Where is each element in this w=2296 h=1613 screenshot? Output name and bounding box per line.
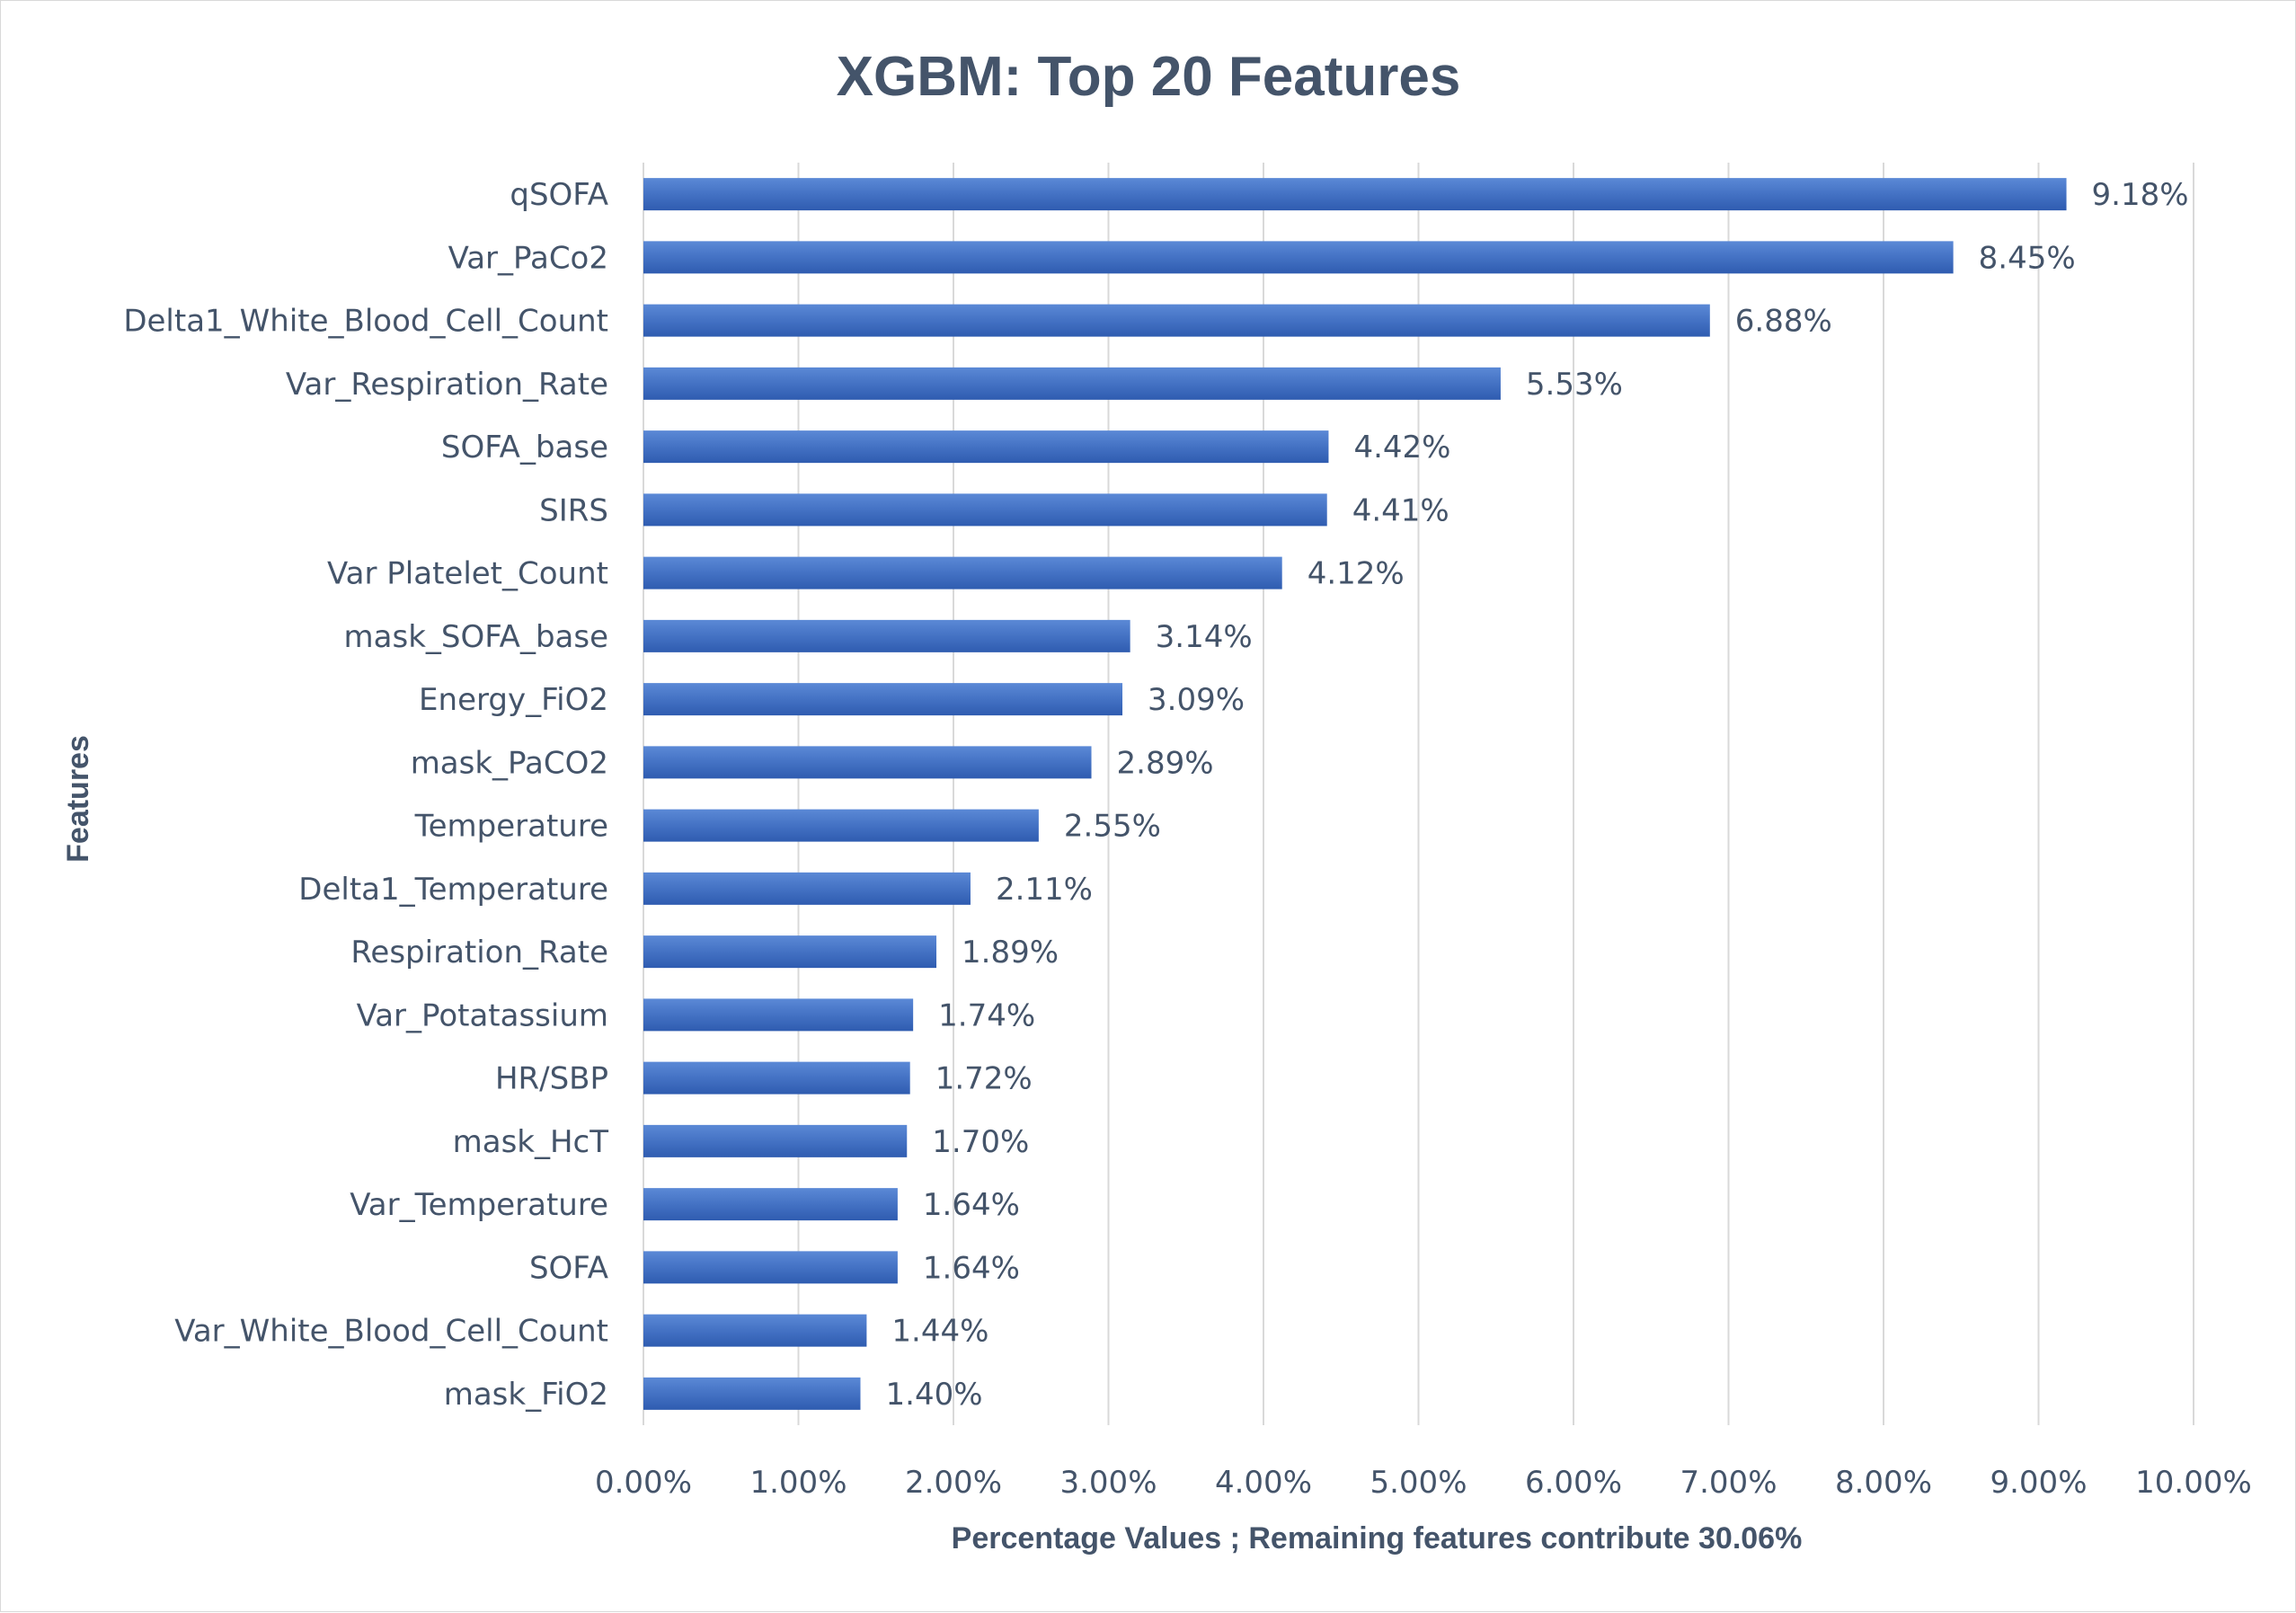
bar bbox=[643, 430, 1329, 464]
category-label: mask_FiO2 bbox=[444, 1377, 608, 1413]
bar bbox=[643, 367, 1501, 400]
data-label: 6.88% bbox=[1735, 304, 1832, 340]
data-label: 2.55% bbox=[1064, 809, 1161, 845]
x-tick-labels: 0.00% 1.00% 2.00% 3.00% 4.00% 5.00% 6.00% 7.00%… bbox=[595, 1465, 2252, 1501]
category-labels: qSOFA Var_PaCo2 Delta1_White_Blood_Cell_Co… bbox=[123, 177, 608, 1413]
x-tick-label: 10.00% bbox=[2135, 1465, 2252, 1501]
bar bbox=[643, 809, 1039, 842]
category-label: mask_SOFA_base bbox=[344, 619, 608, 655]
x-tick-label: 3.00% bbox=[1059, 1465, 1157, 1501]
bar bbox=[643, 1061, 910, 1095]
x-tick-label: 4.00% bbox=[1215, 1465, 1312, 1501]
bar bbox=[643, 241, 1954, 274]
bar bbox=[643, 619, 1130, 652]
bar bbox=[643, 998, 914, 1032]
data-label: 5.53% bbox=[1526, 367, 1623, 403]
category-label: SIRS bbox=[539, 492, 608, 528]
gridlines bbox=[643, 163, 2194, 1425]
y-axis-title: Features bbox=[61, 735, 95, 863]
x-tick-label: 8.00% bbox=[1835, 1465, 1932, 1501]
x-tick-label: 0.00% bbox=[595, 1465, 692, 1501]
category-label: mask_PaCO2 bbox=[411, 745, 608, 781]
bar bbox=[643, 1251, 898, 1284]
bar bbox=[643, 1377, 861, 1410]
x-tick-label: 7.00% bbox=[1680, 1465, 1777, 1501]
category-label: SOFA bbox=[529, 1250, 608, 1286]
x-axis-title: Percentage Values ; Remaining features c… bbox=[952, 1521, 1803, 1555]
data-label: 1.72% bbox=[935, 1061, 1033, 1097]
x-tick-label: 6.00% bbox=[1525, 1465, 1622, 1501]
data-label: 1.44% bbox=[891, 1314, 988, 1350]
bars bbox=[643, 178, 2067, 1410]
category-label: Delta1_White_Blood_Cell_Count bbox=[123, 304, 608, 340]
category-label: HR/SBP bbox=[495, 1061, 608, 1097]
category-label: Respiration_Rate bbox=[350, 935, 608, 970]
bar bbox=[643, 935, 937, 969]
category-label: SOFA_base bbox=[441, 430, 608, 465]
data-label: 1.64% bbox=[923, 1187, 1020, 1223]
data-label: 9.18% bbox=[2092, 177, 2189, 213]
data-label: 8.45% bbox=[1979, 240, 2076, 276]
bar bbox=[643, 1124, 908, 1157]
data-label: 1.64% bbox=[923, 1250, 1020, 1286]
bar bbox=[643, 683, 1123, 716]
data-label: 2.11% bbox=[996, 872, 1093, 908]
data-label: 1.70% bbox=[932, 1124, 1029, 1160]
category-label: Var Platelet_Count bbox=[327, 556, 608, 592]
category-label: mask_HcT bbox=[453, 1124, 609, 1160]
x-tick-label: 1.00% bbox=[749, 1465, 847, 1501]
bar bbox=[643, 746, 1092, 779]
data-label: 1.89% bbox=[962, 935, 1059, 970]
bar bbox=[643, 493, 1327, 527]
data-label: 1.40% bbox=[886, 1377, 983, 1413]
x-tick-label: 2.00% bbox=[905, 1465, 1002, 1501]
data-label: 2.89% bbox=[1117, 745, 1214, 781]
category-label: Var_Temperature bbox=[350, 1187, 608, 1223]
category-label: Var_White_Blood_Cell_Count bbox=[174, 1314, 608, 1350]
data-label: 4.12% bbox=[1308, 556, 1405, 592]
data-label: 1.74% bbox=[938, 997, 1035, 1033]
category-label: Var_Respiration_Rate bbox=[286, 367, 608, 403]
bar bbox=[643, 556, 1282, 589]
bar bbox=[643, 1314, 867, 1347]
data-label: 4.41% bbox=[1352, 492, 1449, 528]
x-tick-label: 5.00% bbox=[1370, 1465, 1467, 1501]
category-label: qSOFA bbox=[510, 177, 608, 213]
data-label: 3.14% bbox=[1156, 619, 1253, 655]
bar bbox=[643, 178, 2067, 211]
category-label: Var_Potatassium bbox=[357, 997, 608, 1033]
data-label: 3.09% bbox=[1148, 682, 1245, 718]
bar bbox=[643, 1188, 898, 1221]
category-label: Var_PaCo2 bbox=[448, 240, 608, 276]
chart-title: XGBM: Top 20 Features bbox=[837, 46, 1461, 108]
category-label: Delta1_Temperature bbox=[298, 872, 608, 908]
x-tick-label: 9.00% bbox=[1990, 1465, 2087, 1501]
bar bbox=[643, 872, 971, 905]
category-label: Energy_FiO2 bbox=[419, 682, 608, 718]
data-labels: 9.18% 8.45% 6.88% 5.53% 4.42% 4.41% 4.12% 3.14%… bbox=[886, 177, 2189, 1413]
category-label: Temperature bbox=[414, 809, 608, 845]
bar bbox=[643, 304, 1710, 337]
data-label: 4.42% bbox=[1353, 430, 1450, 465]
